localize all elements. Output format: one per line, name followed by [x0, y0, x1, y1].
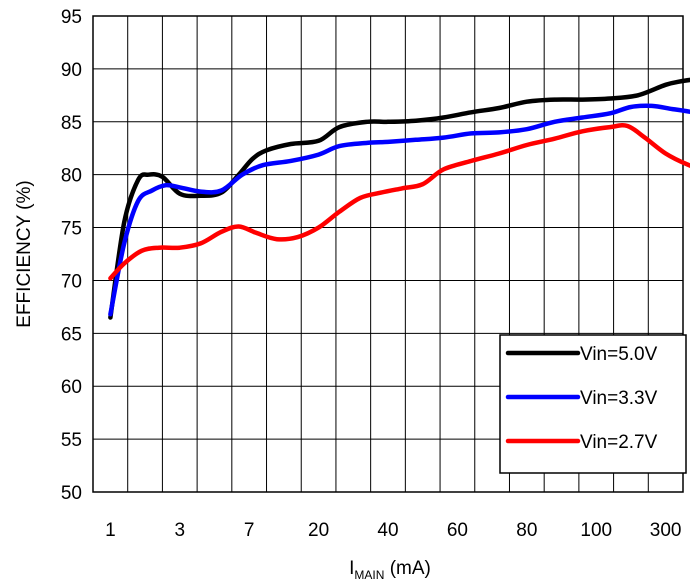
x-tick-label: 60	[447, 520, 468, 541]
x-tick-label: 80	[516, 520, 537, 541]
y-tick-label: 80	[61, 166, 82, 187]
x-tick-label: 1	[105, 520, 116, 541]
y-tick-labels: 50 55 60 65 70 75 80 85 90 95	[61, 7, 82, 504]
x-axis-label: IMAIN (mA)	[349, 558, 431, 582]
plot-frame	[92, 15, 684, 493]
legend-label-2: Vin=3.3V	[580, 388, 658, 409]
series-lines	[108, 77, 690, 320]
series-line-3	[108, 123, 690, 281]
y-tick-label: 85	[61, 113, 82, 134]
y-axis-label: EFFICIENCY (%)	[14, 180, 35, 327]
x-tick-label: 100	[580, 520, 612, 541]
y-tick-label: 75	[61, 219, 82, 240]
y-tick-label: 50	[61, 483, 82, 504]
y-tick-label: 95	[61, 7, 82, 28]
y-tick-label: 60	[61, 377, 82, 398]
x-tick-label: 300	[650, 520, 682, 541]
x-axis-label-unit: (mA)	[384, 558, 430, 579]
x-tick-label: 20	[308, 520, 329, 541]
x-tick-label: 7	[244, 520, 255, 541]
y-tick-label: 70	[61, 271, 82, 292]
x-tick-label: 3	[174, 520, 185, 541]
legend: Vin=5.0V Vin=3.3V Vin=2.7V	[499, 334, 687, 474]
legend-box	[499, 334, 687, 474]
y-tick-label: 55	[61, 430, 82, 451]
legend-label-3: Vin=2.7V	[580, 432, 658, 453]
series-line-2	[108, 103, 690, 317]
legend-label-1: Vin=5.0V	[580, 344, 658, 365]
series-line-1	[108, 77, 690, 320]
x-axis-label-subscript: MAIN	[354, 568, 384, 582]
x-axis-label-main: I	[349, 558, 354, 579]
y-tick-label: 65	[61, 324, 82, 345]
y-tick-label: 90	[61, 60, 82, 81]
x-tick-labels: 1 3 7 20 40 60 80 100 300	[105, 520, 681, 541]
x-tick-label: 40	[377, 520, 398, 541]
